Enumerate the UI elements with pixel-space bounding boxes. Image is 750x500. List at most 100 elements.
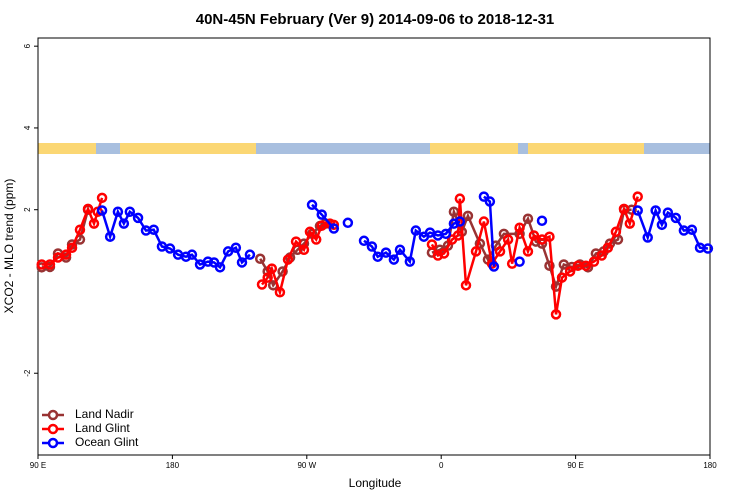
point xyxy=(632,205,643,216)
point xyxy=(366,241,378,252)
point xyxy=(372,251,383,262)
x-tick-label: 90 E xyxy=(30,461,46,470)
point xyxy=(702,243,714,254)
x-tick-label: 90 E xyxy=(567,461,583,470)
point xyxy=(650,205,661,216)
point xyxy=(148,224,159,235)
point xyxy=(484,196,496,207)
y-tick-label: -2 xyxy=(23,369,32,377)
point xyxy=(536,215,548,226)
legend-marker xyxy=(47,423,59,435)
point xyxy=(528,230,540,241)
point xyxy=(358,235,370,247)
point xyxy=(244,249,256,260)
point xyxy=(686,224,698,235)
x-tick-label: 180 xyxy=(166,461,180,470)
point xyxy=(394,244,406,256)
point xyxy=(478,216,490,227)
y-tick-label: 6 xyxy=(23,43,32,48)
point xyxy=(488,261,500,272)
legend-label: Ocean Glint xyxy=(75,435,139,449)
point xyxy=(164,243,176,254)
point xyxy=(410,225,422,236)
point xyxy=(426,239,438,250)
point xyxy=(618,203,630,215)
point xyxy=(448,218,460,229)
point xyxy=(494,246,506,257)
point xyxy=(118,218,130,229)
point xyxy=(82,203,94,215)
point xyxy=(262,272,273,283)
point xyxy=(112,206,124,217)
point xyxy=(96,205,108,216)
point xyxy=(514,222,525,233)
point xyxy=(656,219,668,231)
x-axis-label: Longitude xyxy=(349,476,402,490)
point xyxy=(454,193,466,204)
point xyxy=(478,191,490,202)
point xyxy=(282,254,294,265)
point xyxy=(254,253,266,265)
point xyxy=(277,266,288,277)
point xyxy=(208,257,220,268)
chart-title: 40N-45N February (Ver 9) 2014-09-06 to 2… xyxy=(196,11,555,28)
point xyxy=(602,242,614,253)
point xyxy=(564,266,576,277)
point xyxy=(342,217,354,229)
point xyxy=(448,206,460,217)
point xyxy=(502,234,514,245)
point xyxy=(214,262,226,273)
point xyxy=(316,209,327,220)
point xyxy=(104,231,116,242)
point xyxy=(454,216,466,227)
point xyxy=(298,244,310,256)
legend-marker xyxy=(47,437,59,449)
legend-label: Land Nadir xyxy=(75,407,134,421)
point xyxy=(88,218,100,229)
point xyxy=(670,212,682,224)
point xyxy=(96,192,108,204)
point xyxy=(124,206,136,217)
point xyxy=(306,199,318,211)
point xyxy=(328,223,340,234)
legend-label: Land Glint xyxy=(75,421,130,435)
point xyxy=(44,259,56,270)
y-tick-label: 2 xyxy=(23,207,32,212)
point xyxy=(66,242,78,253)
point xyxy=(452,230,464,241)
point xyxy=(380,247,392,258)
point xyxy=(290,236,302,247)
point xyxy=(266,263,278,274)
point xyxy=(186,249,198,260)
point xyxy=(438,248,450,259)
point xyxy=(132,212,144,224)
point xyxy=(514,256,525,267)
point xyxy=(388,254,400,265)
point xyxy=(632,191,643,202)
x-tick-label: 180 xyxy=(703,461,717,470)
legend-marker xyxy=(47,409,59,421)
point xyxy=(222,246,234,257)
point xyxy=(274,287,286,298)
point xyxy=(202,256,214,267)
series-line xyxy=(41,196,639,315)
series-line xyxy=(100,195,709,270)
y-axis-label: XCO2 - MLO trend (ppm) xyxy=(2,179,16,314)
point xyxy=(180,251,192,262)
point xyxy=(60,249,72,260)
point xyxy=(550,309,562,320)
point xyxy=(74,224,86,235)
point xyxy=(596,250,607,261)
land-ocean-strip xyxy=(38,143,710,154)
point xyxy=(556,272,568,283)
point xyxy=(642,232,653,243)
point xyxy=(544,260,555,271)
point xyxy=(230,242,242,253)
point xyxy=(522,246,534,257)
point xyxy=(544,231,555,242)
point xyxy=(462,210,474,222)
point xyxy=(460,280,472,291)
point xyxy=(522,213,534,224)
point xyxy=(588,256,600,267)
